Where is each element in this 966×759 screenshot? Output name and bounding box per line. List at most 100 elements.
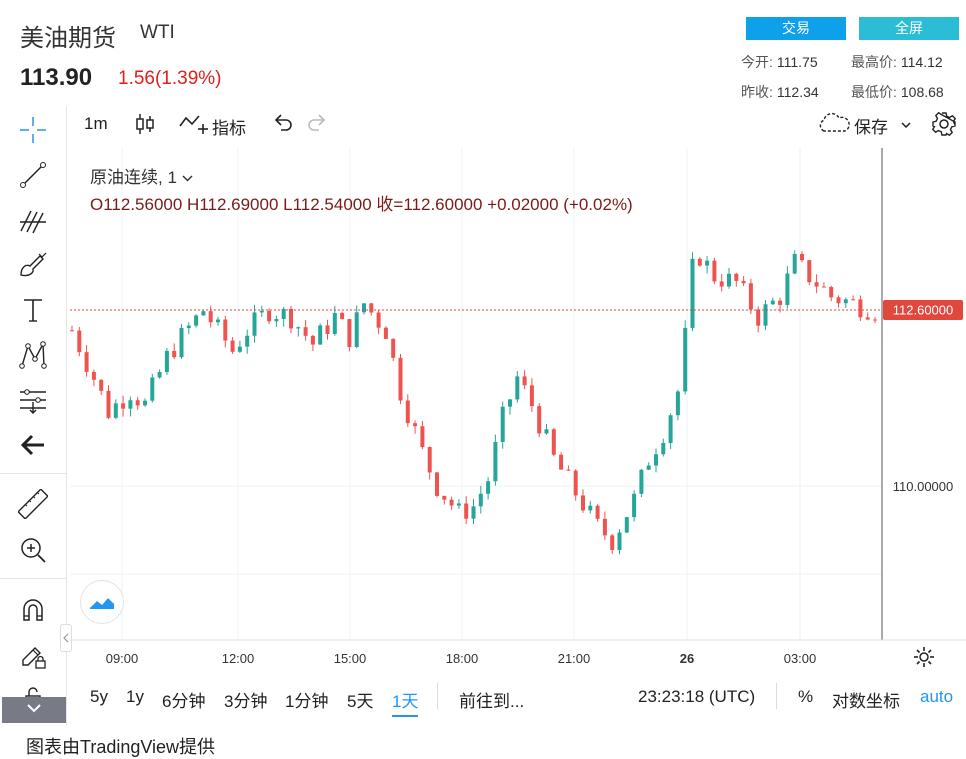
stat-high-value: 114.12 [900, 54, 943, 70]
candle-body [179, 327, 184, 358]
lock-drawing-icon[interactable] [14, 638, 52, 674]
range-1y[interactable]: 1y [126, 687, 144, 706]
magnet-icon[interactable] [14, 593, 52, 629]
candle-type-icon[interactable] [134, 112, 156, 141]
arrow-left-icon[interactable] [14, 427, 52, 463]
candle-body [383, 327, 388, 339]
time-tick-label: 15:00 [334, 651, 367, 666]
candle-body [529, 385, 534, 407]
candle-body [194, 315, 199, 326]
stat-low: 最低价: 108.68 [851, 82, 944, 102]
candle-body [727, 273, 731, 287]
candle-body [705, 260, 710, 266]
expand-sidebar-handle[interactable] [60, 624, 72, 652]
candle-body [829, 286, 834, 298]
candle-body [675, 391, 680, 416]
stat-low-label: 最低价: [851, 84, 897, 100]
undo-icon[interactable] [272, 114, 294, 139]
save-button[interactable]: 保存 [816, 112, 912, 139]
goto-date-button[interactable]: 前往到... [459, 692, 525, 711]
candle-body [216, 319, 220, 323]
bottom-divider [437, 683, 438, 709]
candle-body [588, 505, 593, 511]
chevron-down-icon [900, 117, 912, 135]
candle-body [500, 406, 505, 442]
candle-body [566, 469, 571, 471]
candle-body [821, 286, 826, 288]
time-tick-label: 26 [680, 651, 694, 666]
trade-button[interactable]: 交易 [746, 17, 846, 40]
auto-scale-toggle[interactable]: auto [920, 687, 954, 706]
indicators-label: 指标 [212, 119, 246, 138]
candle-body [697, 258, 702, 266]
fib-tool-icon[interactable] [14, 202, 52, 238]
chevron-down-icon [26, 701, 42, 719]
candle-body [91, 371, 96, 380]
drawing-toolbar [0, 106, 67, 726]
candle-body [237, 346, 242, 352]
utc-clock[interactable]: 23:23:18 (UTC) [638, 687, 756, 706]
redo-icon[interactable] [306, 114, 328, 139]
provider-credit: 图表由TradingView提供 [26, 737, 216, 757]
candle-body [683, 327, 688, 392]
candle-body [296, 327, 301, 329]
range-5y[interactable]: 5y [90, 687, 108, 706]
candle-body [442, 495, 447, 500]
axis-settings-gear-icon[interactable] [913, 646, 935, 673]
range-6min[interactable]: 6分钟 [162, 692, 206, 711]
candle-body [99, 379, 104, 391]
interval-selector[interactable]: 1m [84, 114, 108, 133]
range-5d[interactable]: 5天 [347, 692, 374, 711]
tradingview-logo-icon[interactable] [80, 580, 124, 624]
brush-icon[interactable] [14, 247, 52, 283]
candle-body [770, 300, 775, 305]
log-scale-toggle[interactable]: 对数坐标 [832, 692, 900, 711]
candle-body [814, 282, 819, 287]
candles [70, 250, 877, 555]
measure-position-icon[interactable] [14, 382, 52, 418]
stat-high-label: 最高价: [851, 54, 897, 70]
trend-line-icon[interactable] [14, 157, 52, 193]
pattern-tool-icon[interactable] [14, 337, 52, 373]
percent-scale-toggle[interactable]: % [798, 687, 814, 706]
candle-body [223, 319, 228, 341]
collapse-toolbar-button[interactable] [2, 697, 66, 723]
stat-open: 今开: 111.75 [741, 52, 818, 72]
text-tool-icon[interactable] [14, 292, 52, 328]
candle-body [537, 406, 542, 434]
price-tick-label: 110.00000 [893, 479, 954, 494]
candle-body [150, 377, 155, 401]
range-1min[interactable]: 1分钟 [285, 692, 329, 711]
candle-body [690, 258, 695, 328]
candle-body [610, 535, 615, 551]
ruler-icon[interactable] [14, 486, 52, 522]
candle-body [128, 400, 133, 409]
crosshair-icon[interactable] [14, 112, 52, 148]
indicators-button[interactable]: 指标 [179, 112, 246, 141]
zoom-in-icon[interactable] [14, 532, 52, 568]
candle-body [551, 429, 556, 455]
candle-body [281, 308, 286, 320]
stat-high: 最高价: 114.12 [851, 52, 943, 72]
time-tick-label: 03:00 [784, 651, 817, 666]
series-title[interactable]: 原油连续, 1 [90, 163, 193, 188]
candle-body [398, 357, 403, 401]
candle-body [84, 352, 89, 372]
candle-body [332, 312, 337, 334]
settings-gear-icon[interactable] [931, 111, 957, 142]
time-tick-label: 18:00 [446, 651, 479, 666]
last-price: 113.90 [20, 64, 93, 91]
range-3min[interactable]: 3分钟 [224, 692, 268, 711]
series-title-text: 原油连续, 1 [90, 168, 177, 187]
stat-open-value: 111.75 [776, 54, 818, 70]
range-1d[interactable]: 1天 [392, 687, 419, 717]
candle-body [157, 372, 162, 378]
page-title: 美油期货 [20, 25, 116, 52]
candle-body [121, 403, 126, 409]
price-chart[interactable]: 112.60000 110.00000 09:00 12:00 15:00 18:00… [70, 148, 966, 680]
candle-body [661, 443, 666, 455]
candle-body [858, 299, 863, 318]
fullscreen-button[interactable]: 全屏 [859, 17, 959, 40]
candle-body [632, 493, 637, 518]
candle-body [595, 505, 600, 519]
